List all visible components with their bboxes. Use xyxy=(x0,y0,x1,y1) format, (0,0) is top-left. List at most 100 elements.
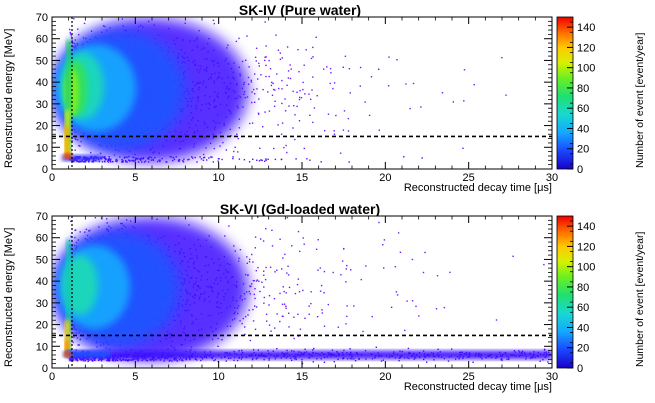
scatter-point xyxy=(501,57,503,59)
scatter-point xyxy=(287,70,290,72)
scatter-point xyxy=(203,156,206,159)
scatter-point xyxy=(252,308,254,311)
scatter-point xyxy=(364,101,366,103)
scatter-point xyxy=(312,361,314,363)
scatter-point xyxy=(344,55,347,57)
scatter-point xyxy=(84,359,87,361)
scatter-point xyxy=(268,75,270,78)
scatter-point xyxy=(329,67,332,70)
scatter-point xyxy=(131,359,133,361)
scatter-point xyxy=(251,91,253,93)
scatter-point xyxy=(435,308,438,310)
scatter-point xyxy=(84,231,86,233)
scatter-point xyxy=(333,133,336,135)
scatter-point xyxy=(213,359,215,362)
scatter-point xyxy=(257,112,260,114)
scatter-point xyxy=(260,159,262,161)
scatter-point xyxy=(194,156,196,159)
scatter-point xyxy=(375,346,377,348)
scatter-point xyxy=(353,305,355,307)
scatter-point xyxy=(319,267,321,269)
scatter-point xyxy=(70,35,73,37)
scatter-point xyxy=(221,158,223,161)
scatter-point xyxy=(71,39,73,41)
scatter-point xyxy=(104,159,107,161)
chart-title: SK-IV (Pure water) xyxy=(239,2,361,18)
scatter-point xyxy=(265,313,268,315)
scatter-point xyxy=(250,79,252,82)
scatter-point xyxy=(473,84,475,86)
scatter-point xyxy=(345,268,347,270)
x-tick-label: 30 xyxy=(546,172,558,184)
scatter-point xyxy=(78,161,80,163)
scatter-point xyxy=(169,359,171,361)
scatter-point xyxy=(285,307,287,309)
scatter-point xyxy=(286,151,288,154)
scatter-point xyxy=(173,359,176,361)
scatter-point xyxy=(225,149,227,151)
y-tick-label: 10 xyxy=(36,341,48,353)
scatter-point xyxy=(73,336,75,338)
scatter-point xyxy=(182,360,184,362)
scatter-point xyxy=(333,361,335,363)
colorbar-tick-label: 80 xyxy=(577,282,589,294)
scatter-point xyxy=(547,361,549,363)
scatter-point xyxy=(543,263,545,266)
scatter-point xyxy=(346,305,348,307)
scatter-point xyxy=(203,153,205,156)
scatter-point xyxy=(71,140,73,142)
scatter-point xyxy=(298,71,300,73)
scatter-point xyxy=(285,305,287,307)
scatter-point xyxy=(342,66,344,68)
axes: 0 5 10 15 20 25 30 0 10 20 30 40 50 60 70 xyxy=(36,12,558,184)
scatter-point xyxy=(85,228,88,231)
colorbar: 0 20 40 60 80 100 120 140 xyxy=(556,215,595,375)
scatter-point xyxy=(251,253,253,256)
scatter-point xyxy=(244,315,247,318)
scatter-point xyxy=(323,361,326,363)
scatter-point xyxy=(312,349,314,351)
y-tick-label: 70 xyxy=(36,12,48,24)
scatter-point xyxy=(210,156,212,158)
scatter-point xyxy=(280,133,283,135)
scatter-point xyxy=(349,348,351,350)
panel-sk-iv: SK-IV (Pure water) 0 xyxy=(3,2,646,194)
scatter-point xyxy=(293,105,295,107)
scatter-point xyxy=(244,333,246,336)
scatter-point xyxy=(281,268,283,270)
scatter-point xyxy=(94,359,96,361)
scatter-point xyxy=(543,348,546,350)
scatter-point xyxy=(238,158,241,160)
y-axis-label: Reconstructed energy [MeV] xyxy=(3,29,15,168)
scatter-point xyxy=(269,266,272,268)
scatter-point xyxy=(317,269,319,271)
scatter-point xyxy=(276,313,278,315)
scatter-point xyxy=(268,304,270,306)
scatter-point xyxy=(221,339,223,341)
scatter-point xyxy=(263,286,265,288)
scatter-point xyxy=(235,40,238,43)
scatter-point xyxy=(323,270,326,273)
scatter-point xyxy=(187,159,189,161)
scatter-point xyxy=(251,358,254,361)
scatter-point xyxy=(303,243,305,245)
scatter-point xyxy=(264,21,266,23)
scatter-point xyxy=(288,326,290,328)
scatter-point xyxy=(233,359,235,361)
scatter-point xyxy=(316,95,318,97)
scatter-point xyxy=(249,339,251,342)
scatter-point xyxy=(311,89,313,91)
scatter-point xyxy=(264,56,266,58)
scatter-point xyxy=(69,33,72,35)
scatter-point xyxy=(166,161,168,163)
scatter-point xyxy=(324,130,326,132)
colorbar-tick-label: 120 xyxy=(577,241,595,253)
scatter-point xyxy=(76,358,78,361)
scatter-point xyxy=(203,157,205,159)
scatter-point xyxy=(305,49,307,51)
scatter-point xyxy=(217,160,219,162)
y-tick-label: 60 xyxy=(36,34,48,46)
scatter-point xyxy=(171,360,173,362)
scatter-point xyxy=(501,359,503,361)
scatter-point xyxy=(248,290,250,293)
